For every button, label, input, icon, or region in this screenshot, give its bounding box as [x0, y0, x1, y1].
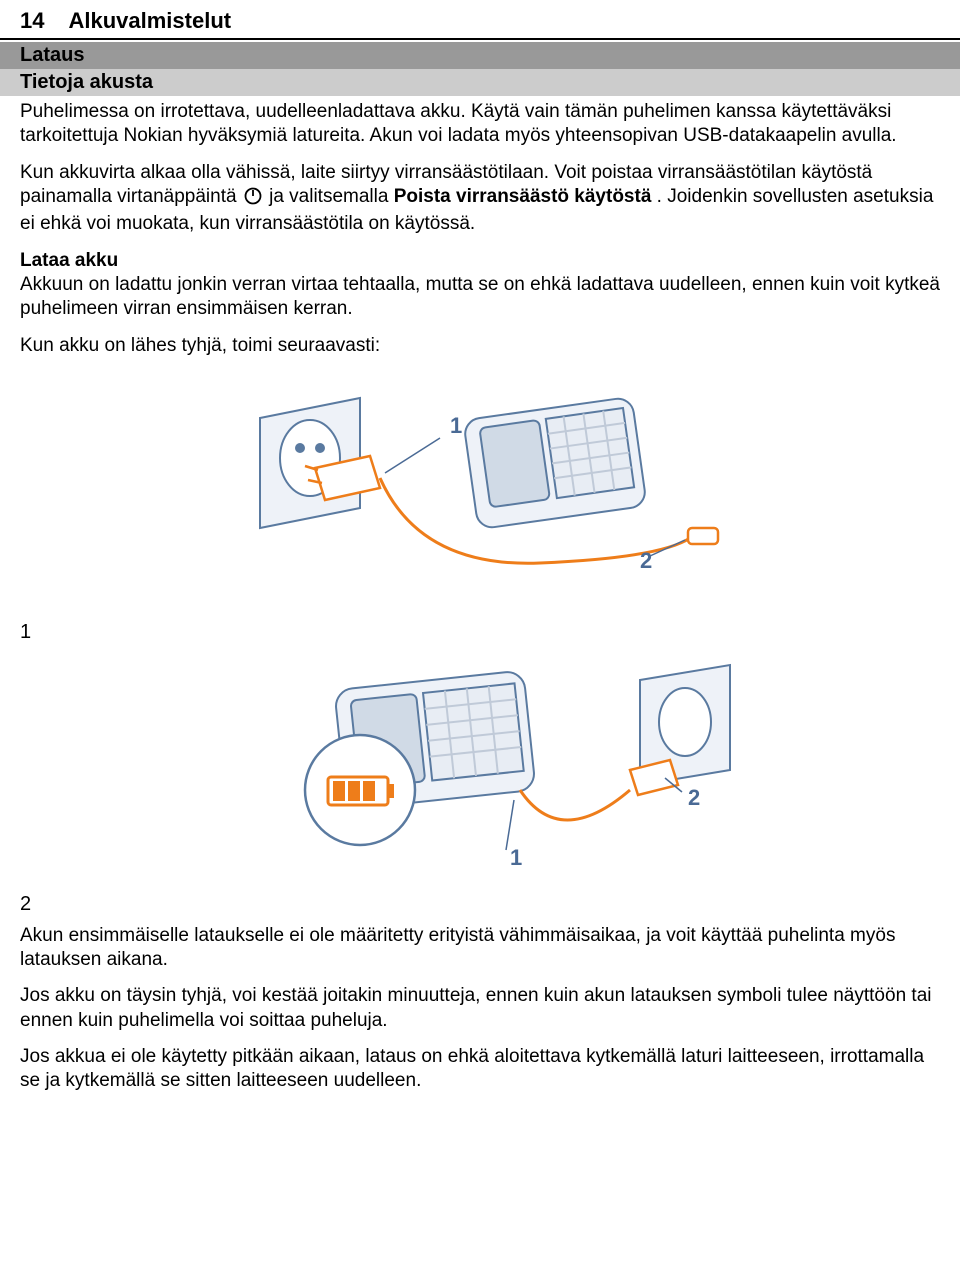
paragraph: Jos akku on täysin tyhjä, voi kestää joi… — [20, 984, 940, 1033]
charge-footer-content: Akun ensimmäiselle lataukselle ei ole mä… — [0, 920, 960, 1106]
svg-text:1: 1 — [450, 413, 462, 438]
step-number-1: 1 — [0, 621, 960, 644]
paragraph: Akun ensimmäiselle lataukselle ei ole mä… — [20, 924, 940, 973]
page-header: 14 Alkuvalmistelut — [0, 0, 960, 40]
paragraph: Puhelimessa on irrotettava, uudelleenlad… — [20, 100, 940, 149]
page-title: Alkuvalmistelut — [68, 8, 231, 34]
svg-text:2: 2 — [688, 785, 700, 810]
charging-illustration-1: 1 2 — [0, 388, 960, 613]
text: ja valitsemalla — [269, 186, 394, 207]
charging-illustration-2: 1 2 — [0, 650, 960, 885]
paragraph: Kun akku on lähes tyhjä, toimi seuraavas… — [20, 334, 940, 358]
document-page: 14 Alkuvalmistelut Lataus Tietoja akusta… — [0, 0, 960, 1106]
text: Akkuun on ladattu jonkin verran virtaa t… — [20, 274, 940, 319]
section-heading: Lataus — [0, 42, 960, 69]
paragraph: Kun akkuvirta alkaa olla vähissä, laite … — [20, 161, 940, 237]
paragraph: Jos akkua ei ole käytetty pitkään aikaan… — [20, 1045, 940, 1094]
battery-info-content: Puhelimessa on irrotettava, uudelleenlad… — [0, 96, 960, 382]
svg-text:1: 1 — [510, 845, 522, 870]
step-number-2: 2 — [0, 893, 960, 916]
page-number: 14 — [20, 8, 44, 34]
inline-heading: Lataa akku — [20, 250, 118, 271]
power-icon — [244, 187, 262, 212]
bold-text: Poista virransäästö käytöstä — [394, 186, 652, 207]
svg-text:2: 2 — [640, 548, 652, 573]
subsection-heading: Tietoja akusta — [0, 69, 960, 96]
paragraph: Lataa akku Akkuun on ladattu jonkin verr… — [20, 249, 940, 322]
